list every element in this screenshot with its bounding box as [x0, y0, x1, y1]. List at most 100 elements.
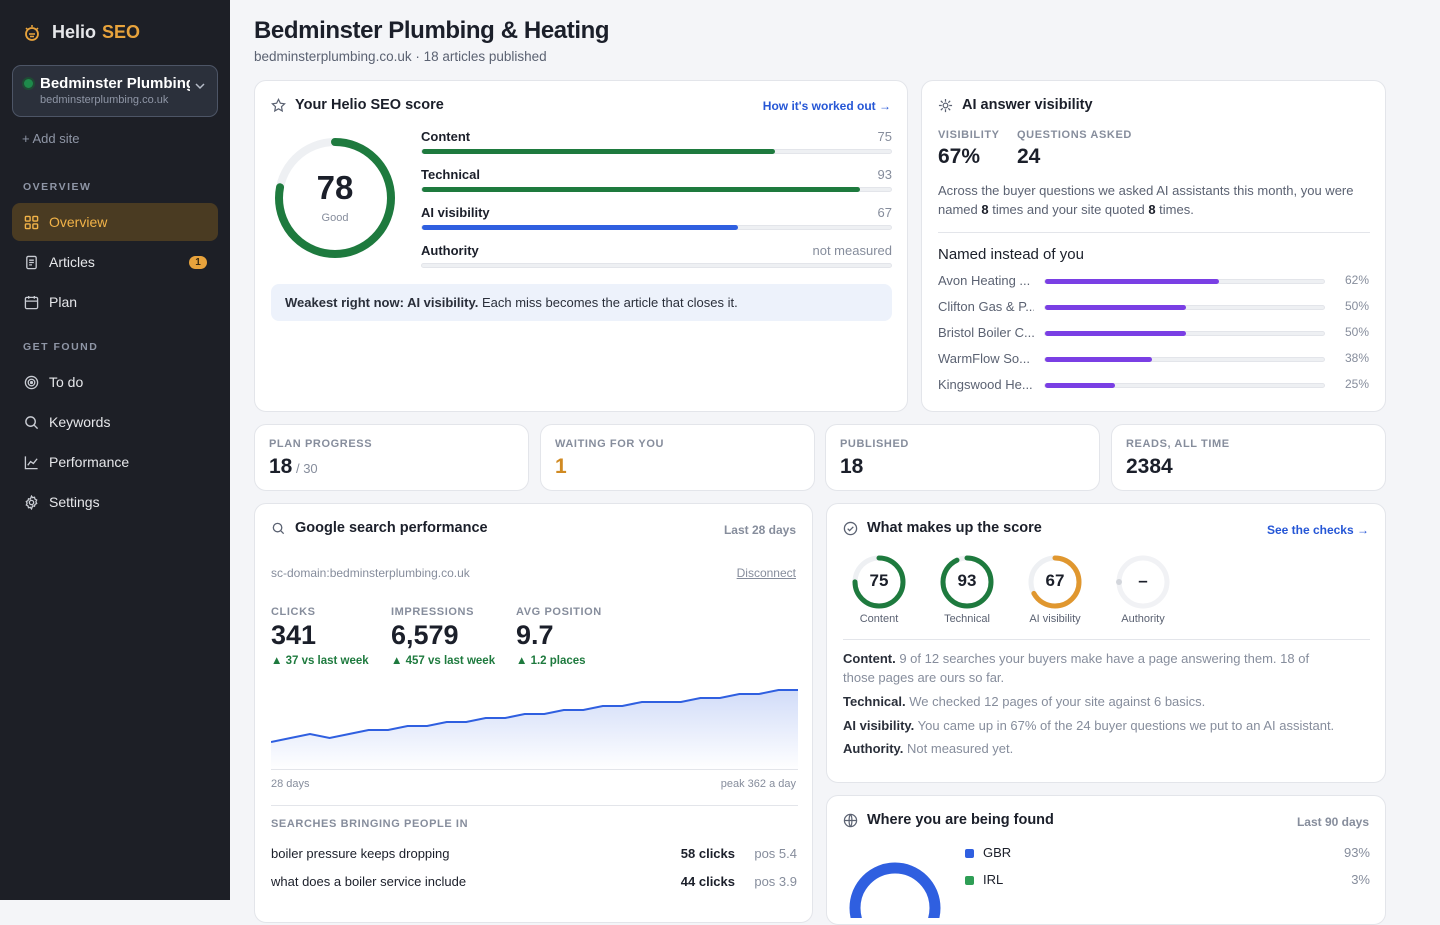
country-row: IRL 3% [965, 872, 1370, 892]
main-content: Bedminster Plumbing & Heating bedminster… [230, 0, 1440, 925]
stat-plan-progress[interactable]: PLAN PROGRESS 18 / 30 [254, 424, 529, 491]
ring-arc [852, 555, 906, 609]
questions-value: 24 [1017, 145, 1041, 168]
ring-authority: – Authority [1103, 554, 1183, 625]
competitor-pct: 38% [1344, 351, 1369, 365]
competitor-row: WarmFlow So... 38% [938, 350, 1369, 370]
stat-value: 1 [555, 455, 567, 478]
metric-value: 341 [271, 620, 317, 650]
gsc-range: Last 28 days [723, 523, 796, 537]
where-found-title: Where you are being found [867, 812, 1054, 828]
competitor-name: Kingswood He... [938, 377, 1033, 392]
ring-technical: 93 Technical [927, 554, 1007, 625]
target-icon [24, 375, 39, 389]
stat-published[interactable]: PUBLISHED 18 [825, 424, 1100, 491]
divider [271, 805, 798, 806]
metric-avg-position: AVG POSITION 9.7 ▲ 1.2 places [516, 606, 602, 667]
nav-section-overview: OVERVIEW [23, 181, 92, 193]
score-bar-value: not measured [812, 243, 893, 258]
score-bar-value: 67 [877, 205, 892, 220]
sidebar-item-plan[interactable]: Plan [12, 283, 218, 321]
competitor-bar [1045, 383, 1116, 388]
gsc-header: Google search performance [271, 520, 488, 536]
sidebar-item-label: Settings [49, 494, 100, 510]
metric-impressions: IMPRESSIONS 6,579 ▲ 457 vs last week [391, 606, 495, 667]
breakdown-line-ai: AI visibility. You came up in 67% of the… [843, 718, 1335, 733]
chevron-down-icon [195, 83, 205, 90]
stat-waiting[interactable]: WAITING FOR YOU 1 [540, 424, 815, 491]
sidebar-item-label: Overview [49, 214, 108, 230]
gsc-title: Google search performance [295, 520, 488, 536]
metric-delta: ▲ 37 vs last week [271, 655, 369, 667]
breakdown-header: What makes up the score [843, 520, 1042, 536]
ring-label: Content [859, 613, 899, 625]
gsc-domain: sc-domain:bedminsterplumbing.co.uk [271, 566, 470, 580]
grid-icon [24, 215, 39, 229]
query-row[interactable]: boiler pressure keeps dropping 58 clicks p… [271, 846, 797, 866]
competitor-row: Bristol Boiler C... 50% [938, 324, 1369, 344]
query-clicks: 58 clicks [680, 846, 735, 861]
ring-label: Authority [1121, 613, 1165, 625]
query-position: pos 5.4 [754, 846, 797, 861]
chart-peak-label: peak 362 a day [720, 778, 796, 790]
metric-label: IMPRESSIONS [391, 606, 475, 618]
clicks-area-chart [271, 689, 798, 770]
ai-visibility-header: AI answer visibility [938, 97, 1093, 113]
sidebar-item-articles[interactable]: Articles 1 [12, 243, 218, 281]
metric-delta: ▲ 457 vs last week [391, 655, 496, 667]
stat-label: PUBLISHED [840, 438, 909, 450]
gear-icon [25, 494, 38, 510]
brand-logo[interactable]: Helio SEO [22, 22, 140, 43]
competitor-name: WarmFlow So... [938, 351, 1030, 366]
ring-value: 75 [869, 571, 889, 590]
brand-suffix: SEO [102, 22, 141, 42]
score-bar-value: 93 [877, 167, 892, 182]
sidebar-item-settings[interactable]: Settings [12, 483, 218, 521]
query-row[interactable]: what does a boiler service include 44 cli… [271, 874, 797, 894]
competitor-row: Avon Heating ... 62% [938, 272, 1369, 292]
metric-value: 9.7 [516, 620, 554, 650]
calendar-icon [24, 295, 39, 309]
query-position: pos 3.9 [754, 874, 797, 889]
sidebar-item-performance[interactable]: Performance [12, 443, 218, 481]
add-site-link[interactable]: + Add site [22, 131, 80, 146]
sidebar-item-overview[interactable]: Overview [12, 203, 218, 241]
page-title: Bedminster Plumbing & Heating [254, 17, 610, 44]
chart-line [271, 689, 798, 743]
seo-score-value: 78 [316, 169, 354, 206]
ring-label: AI visibility [1029, 613, 1081, 625]
stat-reads[interactable]: READS, ALL TIME 2384 [1111, 424, 1386, 491]
competitor-name: Avon Heating ... [938, 273, 1031, 288]
country-pct: 3% [1351, 872, 1370, 887]
ring-value: – [1138, 571, 1148, 590]
competitor-bar [1045, 331, 1186, 336]
competitor-name: Bristol Boiler C... [938, 325, 1034, 340]
breakdown-line-technical: Technical. We checked 12 pages of your s… [843, 694, 1206, 709]
where-found-range: Last 90 days [1296, 815, 1369, 829]
breakdown-line-authority: Authority. Not measured yet. [843, 741, 1014, 756]
competitor-bar [1045, 357, 1152, 362]
stat-value: 2384 [1126, 455, 1173, 478]
disconnect-link[interactable]: Disconnect [736, 566, 796, 580]
competitor-bar [1045, 279, 1220, 284]
stat-label: PLAN PROGRESS [269, 438, 373, 450]
articles-count-badge: 1 [189, 256, 207, 269]
sidebar-item-keywords[interactable]: Keywords [12, 403, 218, 441]
site-domain: bedminsterplumbing.co.uk [40, 94, 169, 106]
site-switcher[interactable]: Bedminster Plumbing & Heating bedminster… [12, 65, 218, 117]
globe-icon [843, 813, 858, 827]
divider [938, 232, 1370, 233]
score-bar-label: Content [421, 129, 471, 144]
site-name: Bedminster Plumbing & Heating [40, 75, 190, 92]
breakdown-title: What makes up the score [867, 520, 1042, 536]
seo-score-title: Your Helio SEO score [295, 97, 444, 113]
competitor-bar [1045, 305, 1186, 310]
sidebar-item-todo[interactable]: To do [12, 363, 218, 401]
query-text: what does a boiler service include [271, 874, 467, 889]
legend-swatch [965, 876, 974, 885]
sidebar-item-label: Keywords [49, 414, 111, 430]
score-bar-label: Authority [421, 243, 479, 258]
how-worked-out-link[interactable]: How it's worked out → [762, 99, 891, 113]
see-checks-link[interactable]: See the checks → [1266, 523, 1369, 537]
